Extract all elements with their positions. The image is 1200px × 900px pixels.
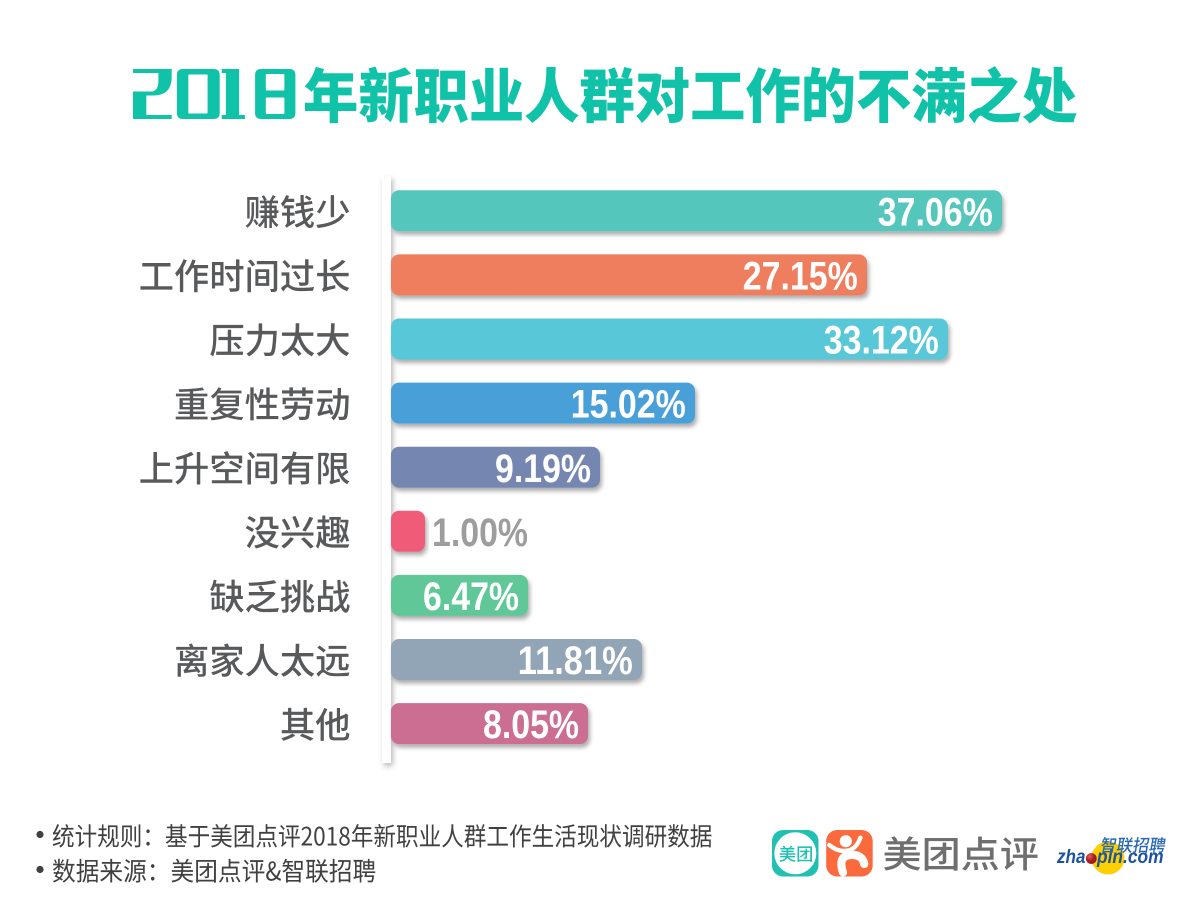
svg-text:1.00%: 1.00% bbox=[432, 511, 528, 555]
svg-text:zha: zha bbox=[1056, 847, 1086, 868]
svg-text:6.47%: 6.47% bbox=[423, 575, 519, 619]
svg-text:9.19%: 9.19% bbox=[495, 447, 591, 491]
svg-text:33.12%: 33.12% bbox=[824, 319, 939, 363]
svg-text:8.05%: 8.05% bbox=[483, 703, 579, 747]
svg-text:27.15%: 27.15% bbox=[743, 255, 858, 299]
svg-text:11.81%: 11.81% bbox=[518, 639, 633, 683]
svg-text:37.06%: 37.06% bbox=[878, 190, 993, 234]
svg-text:15.02%: 15.02% bbox=[571, 383, 686, 427]
